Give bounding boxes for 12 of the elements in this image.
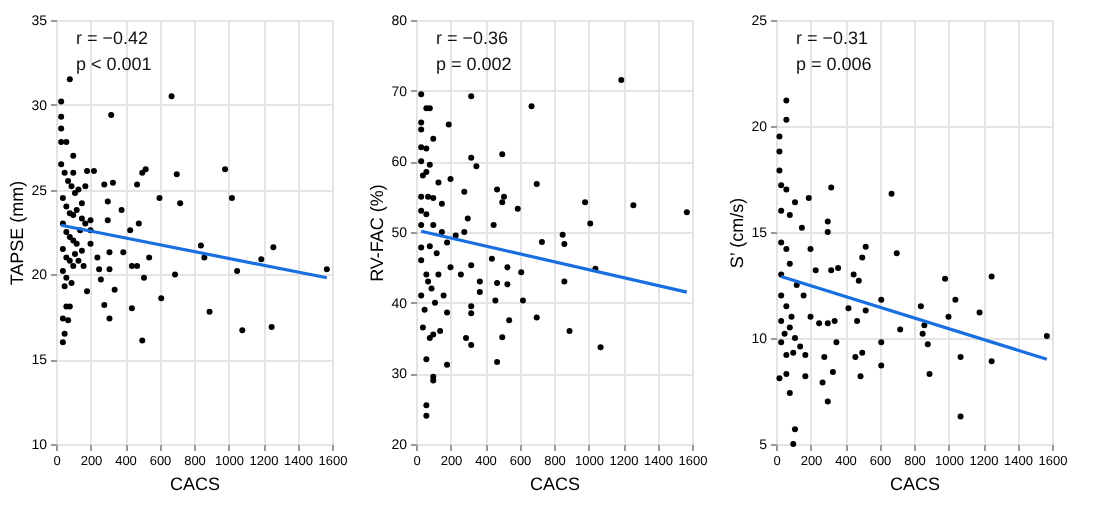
y-axis-title: S’ (cm/s)	[727, 197, 748, 269]
x-axis-title: CACS	[889, 474, 941, 494]
annotation: p = 0.002	[436, 54, 512, 74]
annotation: r = −0.42	[76, 28, 149, 48]
annotation: r = −0.31	[796, 28, 869, 48]
x-axis-title: CACS	[529, 474, 581, 494]
annotation: p = 0.006	[796, 54, 872, 74]
y-axis-title: RV-FAC (%)	[367, 184, 388, 282]
annotation: p < 0.001	[76, 54, 152, 74]
x-axis-title: CACS	[169, 474, 221, 494]
annotation: r = −0.36	[436, 28, 509, 48]
y-axis-title: TAPSE (mm)	[7, 180, 28, 286]
